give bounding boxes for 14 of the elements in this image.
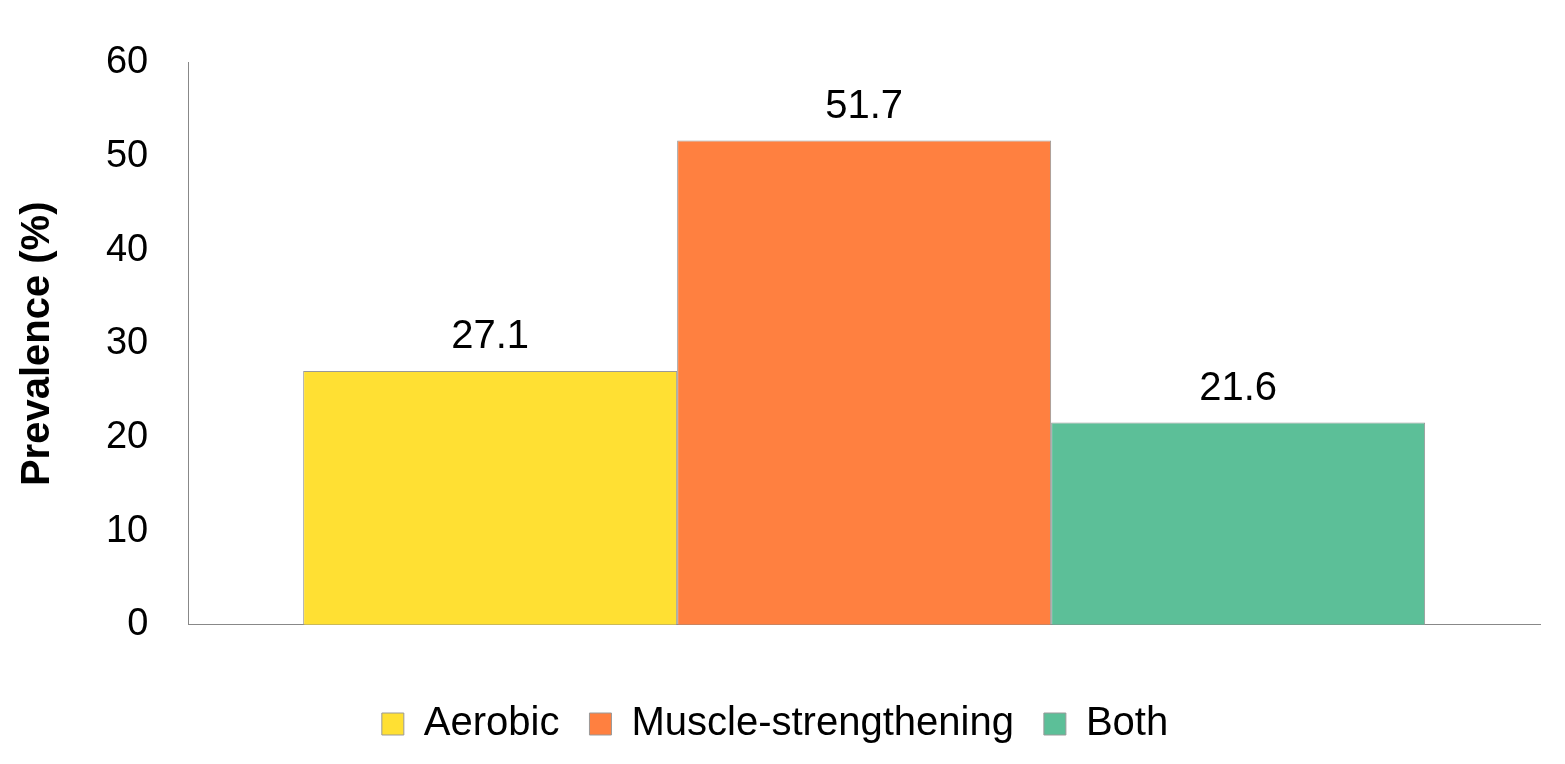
y-tick-label: 50	[105, 132, 149, 175]
y-axis-title: Prevalence (%)	[13, 201, 58, 487]
data-label: 51.7	[825, 81, 904, 126]
y-tick-label: 10	[105, 507, 149, 550]
legend-label: Both	[1085, 699, 1169, 744]
y-tick-label: 60	[105, 39, 149, 82]
data-label: 27.1	[451, 311, 530, 356]
y-tick-label: 20	[105, 413, 149, 456]
y-tick-label: 30	[105, 320, 149, 363]
legend-label: Muscle-strengthening	[631, 699, 1014, 744]
y-tick-label: 0	[127, 601, 149, 644]
legend-label: Aerobic	[423, 699, 560, 744]
data-label: 21.6	[1199, 363, 1278, 408]
y-tick-label: 40	[105, 226, 149, 269]
